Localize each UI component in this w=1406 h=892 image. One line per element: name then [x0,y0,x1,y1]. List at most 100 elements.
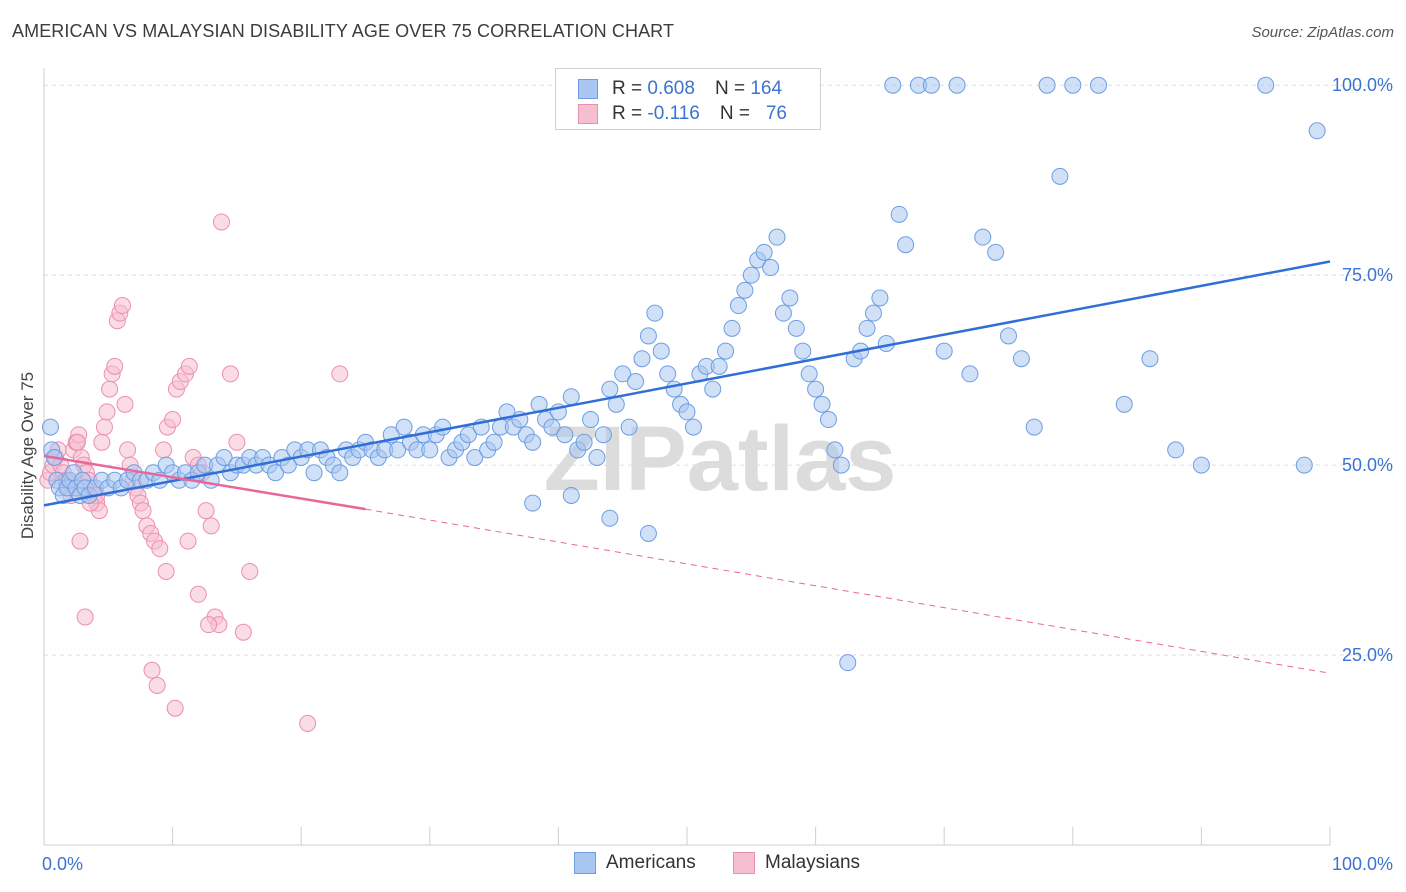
americans-point [935,342,953,360]
x-tick-label-max: 100.0% [1332,854,1393,874]
y-axis-label: Disability Age Over 75 [18,372,37,539]
malaysians-swatch [578,104,598,124]
americans-point [1000,327,1017,345]
malaysians-trend-line [43,454,366,511]
americans-point [704,380,722,398]
malaysians-point [71,532,89,550]
americans-point [215,449,233,466]
americans-point [485,433,503,451]
malaysians-point [221,365,239,383]
americans-point [890,205,908,223]
malaysians-point [331,365,349,383]
americans-point [305,464,323,482]
americans-point [723,319,741,337]
americans-point [434,418,452,436]
americans-point [1115,395,1133,413]
americans-point [864,304,882,322]
malaysians-point [101,380,119,398]
americans-point [582,411,600,429]
americans-point [633,350,651,368]
legend-row-malaysians: R = -0.116 N = 76 [578,102,787,126]
americans-point [884,76,902,94]
americans-point [710,357,728,375]
americans-point [665,380,683,398]
americans-point [395,418,413,436]
malaysians-point [95,418,113,436]
source-label: Source: ZipAtlas.com [1251,24,1394,41]
americans-point [331,464,349,482]
malaysians-n-label: N = [719,103,750,124]
americans-point [1192,456,1210,474]
americans-point [871,289,889,307]
malaysians-point [76,608,94,626]
americans-point [279,456,297,474]
malaysians-point [212,213,230,231]
malaysians-point [68,433,86,451]
americans-point [524,433,542,451]
americans-point [1064,76,1082,94]
americans-point [787,319,805,337]
malaysians-point [143,661,161,679]
americans-point [794,342,812,360]
americans-point [614,365,632,383]
trend-lines [43,260,1331,674]
bottom-legend-americans: Americans [574,852,696,874]
americans-point [742,266,760,284]
malaysians-point [164,411,182,429]
malaysians-point [148,676,166,694]
malaysians-point [113,297,131,315]
americans-legend-swatch [574,852,596,874]
americans-point [266,464,284,482]
americans-point [466,449,484,466]
americans-point [575,433,593,451]
malaysians-point [98,403,116,421]
americans-point [41,418,59,436]
americans-point [652,342,670,360]
americans-n-value: 164 [750,78,783,99]
malaysians-trend-extension [365,508,1331,674]
malaysians-point [151,540,169,558]
americans-point [524,494,542,512]
americans-point [762,259,780,277]
malaysians-point [202,517,220,535]
americans-point [1295,456,1313,474]
americans-point [826,441,844,459]
americans-point [459,426,477,444]
legend-row-americans: R = 0.608 N = 164 [578,77,782,101]
malaysians-point [197,502,215,520]
americans-point [1051,167,1069,185]
americans-point [839,654,857,672]
americans-point [858,319,876,337]
americans-point [1308,122,1326,140]
malaysians-point [157,562,175,580]
americans-point [594,426,612,444]
americans-legend-label: Americans [606,852,696,873]
malaysians-point [179,532,197,550]
americans-r-label: R = [612,78,643,99]
americans-point [832,456,850,474]
americans-point [897,236,915,254]
malaysians-point [166,699,184,717]
malaysians-r-label: R = [612,103,643,124]
americans-trend-line [43,260,1331,507]
americans-point [562,486,580,504]
y-tick-label: 75.0% [1342,265,1393,285]
malaysians-legend-swatch [733,852,755,874]
americans-point [1141,350,1159,368]
americans-point [659,365,677,383]
malaysians-n-value: 76 [765,103,787,124]
americans-point [639,327,657,345]
correlation-legend: R = 0.608 N = 164 R = -0.116 N = 76 [555,68,821,130]
americans-point [556,426,574,444]
malaysians-point [155,441,173,459]
y-tick-label: 100.0% [1332,75,1393,95]
americans-point [646,304,664,322]
americans-n-label: N = [714,78,746,99]
malaysians-point [116,395,134,413]
americans-point [421,441,439,459]
y-tick-labels: 100.0% 75.0% 50.0% 25.0% [1332,75,1393,665]
americans-point [987,243,1005,261]
americans-point [601,380,619,398]
americans-point [1038,76,1056,94]
